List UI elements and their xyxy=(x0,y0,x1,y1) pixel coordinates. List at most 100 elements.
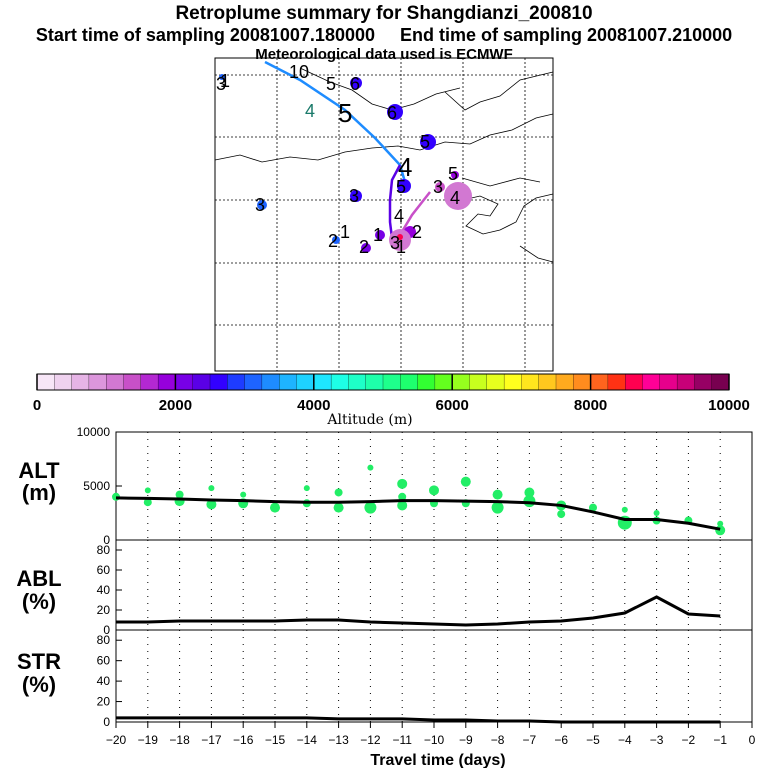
altitude-point xyxy=(491,501,504,514)
point-label: 1 xyxy=(373,225,383,245)
altitude-point xyxy=(492,489,503,500)
colorbar-tick-label: 4000 xyxy=(297,397,330,414)
point-label: 3 xyxy=(216,74,226,94)
point-label: 3 xyxy=(390,233,400,253)
altitude-point xyxy=(397,478,408,489)
met-data-text: Meteorological data used is ECMWF xyxy=(255,46,513,63)
colorbar-tick-label: 0 xyxy=(33,397,41,414)
abl-panel-unit: (%) xyxy=(22,589,56,614)
x-tick-label: −7 xyxy=(523,733,537,747)
y-tick-label: 0 xyxy=(103,623,110,637)
start-sampling-text: Start time of sampling 20081007.180000 xyxy=(35,25,375,45)
y-tick-label: 80 xyxy=(97,633,111,647)
point-labels: 3 1 10 5 6 4 5 6 5 4 5 3 3 3 5 4 1 2 2 1… xyxy=(216,62,460,257)
altitude-point xyxy=(144,487,151,494)
altitude-point xyxy=(397,500,408,511)
x-tick-label: −11 xyxy=(392,733,412,747)
altitude-point xyxy=(460,476,471,487)
alt-panel-label: ALT xyxy=(18,458,60,483)
x-tick-label: −17 xyxy=(201,733,222,747)
colorbar-tick-label: 6000 xyxy=(436,397,469,414)
colorbar-axis-label: Altitude (m) xyxy=(326,412,412,428)
str-panel: 0 20 40 60 80 xyxy=(97,629,753,729)
altitude-point xyxy=(206,499,217,510)
point-label: 6 xyxy=(350,74,360,94)
x-tick-label: 0 xyxy=(749,733,756,747)
altitude-point xyxy=(303,485,310,492)
x-tick-label: −5 xyxy=(586,733,600,747)
y-tick-label: 0 xyxy=(103,533,110,547)
panel-labels: ALT (m) ABL (%) STR (%) xyxy=(16,458,61,697)
series-line xyxy=(115,496,721,531)
x-tick-label: −19 xyxy=(138,733,159,747)
y-tick-label: 20 xyxy=(97,603,111,617)
altitude-point xyxy=(240,491,247,498)
series-line xyxy=(116,595,721,627)
altitude-point xyxy=(175,490,184,499)
sampling-times: Start time of sampling 20081007.180000 E… xyxy=(0,25,768,46)
y-tick-label: 40 xyxy=(97,583,111,597)
altitude-point xyxy=(270,502,280,513)
coastlines xyxy=(214,67,554,263)
alt-panel: 0 5000 10000 xyxy=(77,425,753,547)
point-label: 5 xyxy=(420,132,430,152)
point-label: 1 xyxy=(220,71,230,91)
point-label: 10 xyxy=(289,62,309,82)
x-tick-label: −20 xyxy=(106,733,127,747)
altitude-point xyxy=(589,503,597,512)
x-axis-label: Travel time (days) xyxy=(370,752,505,768)
point-label: 4 xyxy=(394,206,404,226)
panel-frame xyxy=(115,539,753,631)
x-tick-label: −13 xyxy=(328,733,349,747)
y-tick-label: 60 xyxy=(97,563,111,577)
y-tick-label: 40 xyxy=(97,674,111,688)
y-tick-label: 5000 xyxy=(83,479,110,493)
altitude-point xyxy=(717,520,724,527)
point-label: 2 xyxy=(359,237,369,257)
x-tick-label: −1 xyxy=(713,733,727,747)
x-tick-label: −6 xyxy=(554,733,568,747)
y-tick-label: 0 xyxy=(103,715,110,729)
point-label: 5 xyxy=(326,74,336,94)
point-label: 5 xyxy=(396,177,406,197)
point-label: 2 xyxy=(412,222,422,242)
trajectory-lines xyxy=(264,60,431,239)
x-tick-label: −2 xyxy=(682,733,696,747)
x-tick-label: −4 xyxy=(618,733,632,747)
panel-frame xyxy=(115,629,753,723)
altitude-point xyxy=(398,492,407,501)
x-tick-label: −8 xyxy=(491,733,505,747)
x-tick-label: −10 xyxy=(424,733,445,747)
x-tick-label: −3 xyxy=(650,733,664,747)
point-label: 1 xyxy=(396,237,406,257)
colorbar-tick-label: 2000 xyxy=(159,397,192,414)
point-label: 3 xyxy=(433,177,443,197)
point-label: 4 xyxy=(398,152,412,182)
point-label: 4 xyxy=(305,101,315,121)
point-label: 6 xyxy=(387,103,397,123)
colorbar-ticks: 0 2000 4000 6000 8000 10000 xyxy=(33,374,750,414)
altitude-point xyxy=(334,488,343,497)
str-panel-unit: (%) xyxy=(22,672,56,697)
x-tick-label: −18 xyxy=(169,733,190,747)
point-label: 1 xyxy=(340,222,350,242)
trajectory-points xyxy=(219,74,472,253)
altitude-point xyxy=(557,510,566,519)
y-tick-label: 10000 xyxy=(77,425,111,439)
x-tick-label: −14 xyxy=(297,733,318,747)
str-panel-label: STR xyxy=(17,649,61,674)
altitude-point xyxy=(429,485,439,496)
point-label: 5 xyxy=(448,164,458,184)
map-frame: 3 1 10 5 6 4 5 6 5 4 5 3 3 3 5 4 1 2 2 1… xyxy=(214,57,554,372)
x-tick-label: −15 xyxy=(265,733,286,747)
point-label: 5 xyxy=(338,98,352,128)
altitude-point xyxy=(524,487,535,498)
point-label: 2 xyxy=(328,231,338,251)
altitude-point xyxy=(143,498,152,507)
altitude-point xyxy=(208,485,215,492)
colorbar-tick-label: 8000 xyxy=(574,397,607,414)
end-sampling-text: End time of sampling 20081007.210000 xyxy=(400,25,733,45)
